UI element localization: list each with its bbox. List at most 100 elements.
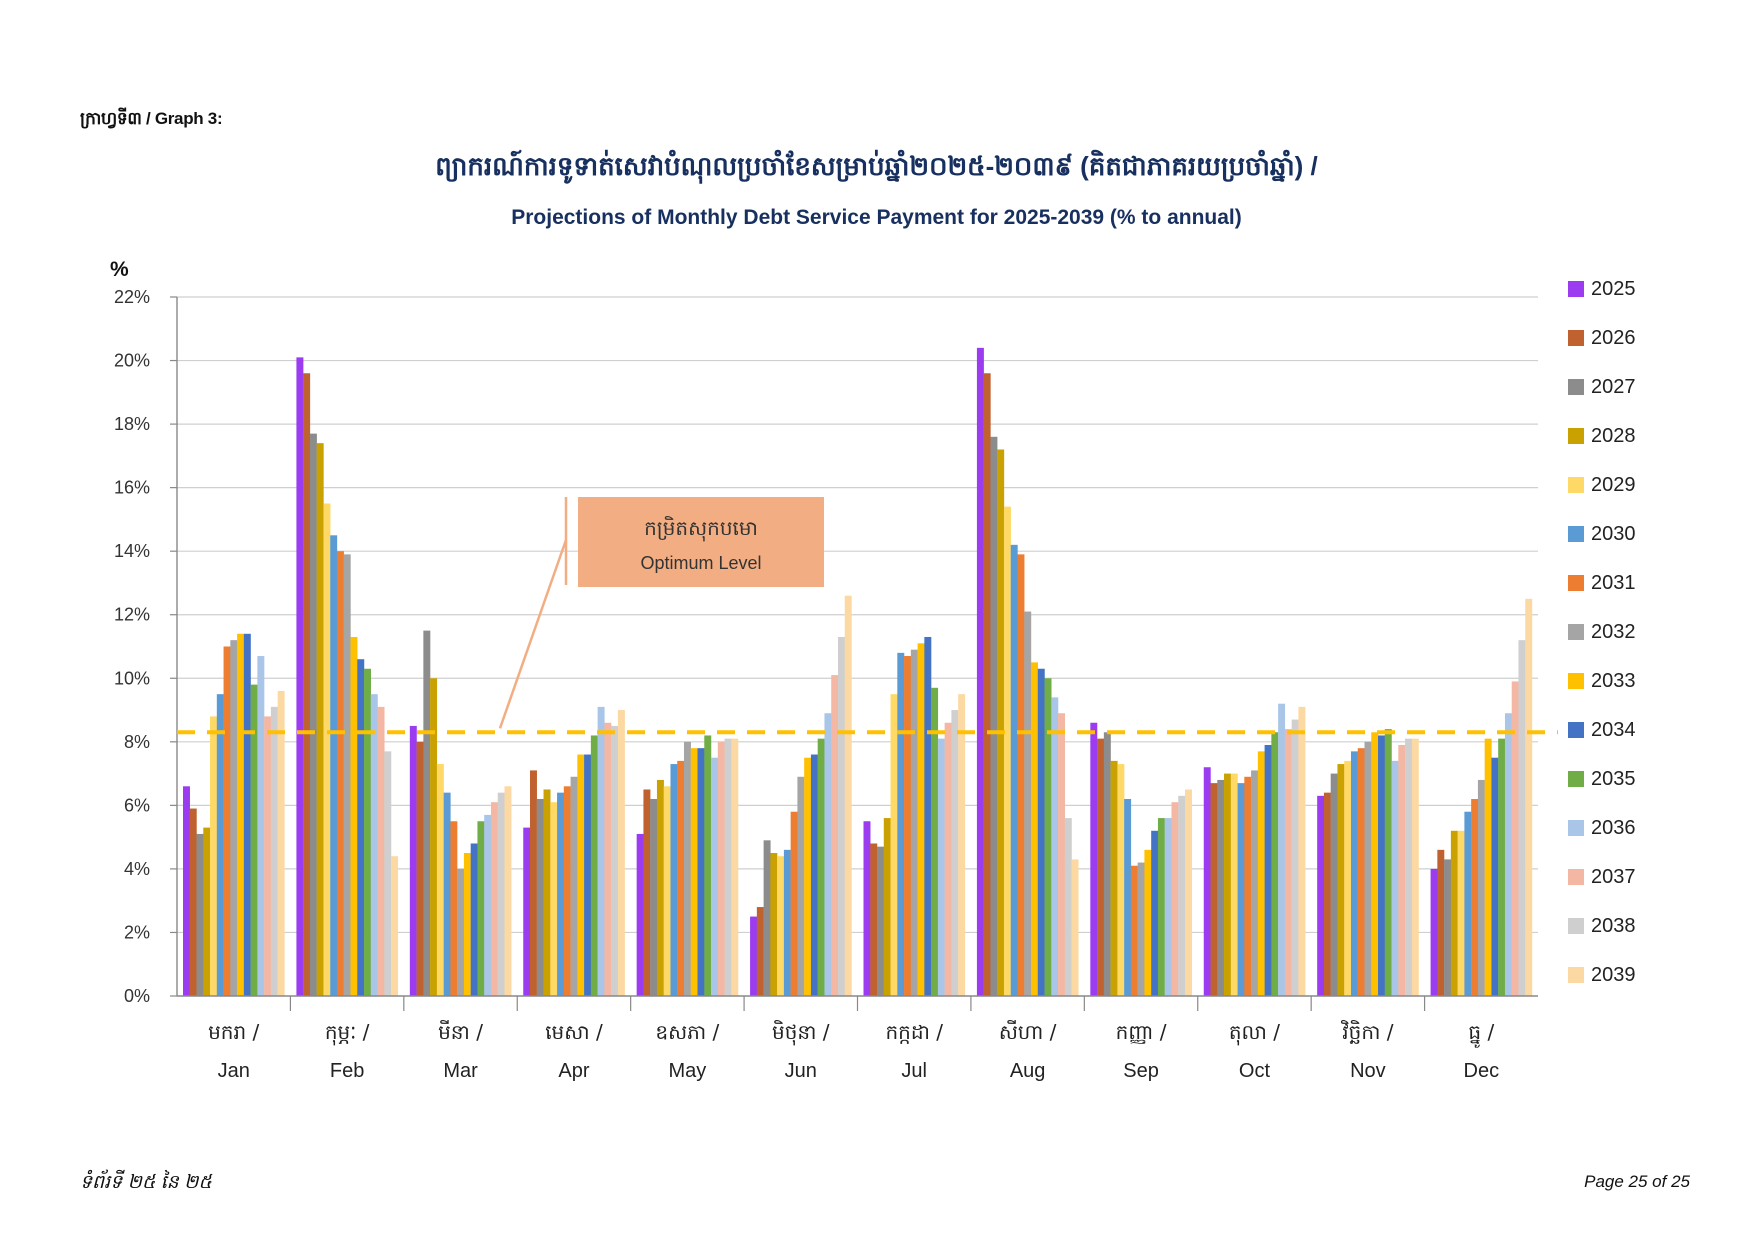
x-label-km: កុម្ភៈ /	[325, 1020, 370, 1046]
bar-2026-aug	[983, 373, 991, 996]
bar-2027-oct	[1217, 779, 1225, 996]
bar-2038-jul	[951, 710, 959, 996]
bar-2035-jun	[817, 738, 825, 996]
bar-2025-oct	[1203, 767, 1211, 996]
bar-2035-dec	[1498, 738, 1506, 996]
x-label: Jun	[785, 1060, 817, 1082]
bar-2032-aug	[1024, 611, 1032, 996]
legend-swatch	[1568, 771, 1584, 787]
legend-label: 2026	[1591, 327, 1636, 349]
bar-2033-jan	[237, 633, 245, 996]
y-tick-label: 8%	[124, 732, 150, 752]
bar-group-dec	[1430, 598, 1533, 996]
bar-2028-dec	[1450, 830, 1458, 996]
bar-2027-aug	[990, 436, 998, 996]
optimum-level	[177, 497, 1558, 735]
bar-2031-jul	[904, 656, 912, 996]
bar-2031-may	[677, 760, 685, 996]
bar-2033-nov	[1371, 732, 1379, 996]
y-tick-label: 10%	[114, 668, 150, 688]
bar-2032-may	[683, 741, 691, 996]
legend-item-2028: 2028	[1568, 425, 1636, 447]
bar-2035-apr	[590, 735, 598, 996]
bar-2034-dec	[1491, 757, 1499, 996]
legend-swatch	[1568, 722, 1584, 738]
bar-2039-jul	[958, 694, 966, 996]
x-label-km: កក្កដា /	[885, 1020, 943, 1044]
bar-2029-sep	[1117, 764, 1125, 996]
y-axis-ticks: 0% 2% 4% 6% 8% 10% 12% 14% 16% 18% 20% 22%	[114, 287, 177, 1006]
bar-2030-aug	[1010, 544, 1018, 996]
bar-2032-mar	[457, 868, 465, 996]
bar-2030-jan	[216, 694, 224, 996]
legend-label: 2035	[1591, 768, 1636, 790]
bar-2037-mar	[490, 802, 498, 996]
bar-2037-jul	[944, 722, 952, 996]
bar-2033-sep	[1144, 849, 1152, 996]
bar-2034-jun	[810, 754, 818, 996]
bar-2034-aug	[1037, 668, 1045, 996]
bar-2039-jan	[277, 690, 285, 996]
legend-swatch	[1568, 428, 1584, 444]
bar-2032-nov	[1364, 741, 1372, 996]
bar-2027-feb	[309, 433, 317, 996]
bar-2032-jan	[230, 640, 238, 996]
bar-2039-mar	[504, 786, 512, 996]
bar-2034-feb	[357, 659, 365, 996]
x-label: Sep	[1123, 1060, 1159, 1082]
bar-2029-jan	[210, 716, 217, 996]
bar-2026-jul	[870, 843, 878, 996]
x-label: Oct	[1239, 1060, 1271, 1082]
bar-2038-oct	[1291, 719, 1299, 996]
bar-2025-apr	[523, 827, 531, 996]
bar-2034-mar	[470, 843, 478, 996]
bar-2039-may	[731, 738, 739, 996]
bar-2039-oct	[1298, 706, 1306, 996]
bar-2034-jul	[924, 636, 932, 996]
legend-label: 2036	[1591, 817, 1636, 839]
bar-2038-may	[724, 738, 732, 996]
bar-2033-mar	[463, 853, 471, 996]
bar-2025-sep	[1090, 722, 1098, 996]
legend-label: 2034	[1591, 719, 1636, 741]
bar-2030-nov	[1350, 751, 1358, 996]
x-label-km: ឧសភា /	[655, 1020, 719, 1044]
bar-2030-jun	[783, 849, 791, 996]
bar-2028-oct	[1224, 773, 1231, 996]
bar-2036-mar	[484, 814, 492, 996]
bar-2030-dec	[1464, 811, 1472, 996]
bar-2032-sep	[1137, 862, 1145, 996]
bar-2034-nov	[1378, 735, 1385, 996]
bar-2035-nov	[1384, 729, 1392, 996]
x-label: Feb	[330, 1060, 364, 1082]
bar-2037-jun	[831, 675, 839, 996]
bar-2029-feb	[323, 503, 331, 996]
bar-2034-sep	[1151, 830, 1159, 996]
bar-2035-jan	[250, 684, 258, 996]
bar-2039-dec	[1525, 598, 1533, 996]
legend: 2025 2026 2027 2028 2029 2030 2031 2032 2033 2034…	[1568, 278, 1636, 986]
optimum-level-callout: កម្រិតសុកបមោ Optimum Level	[578, 497, 824, 587]
bar-2030-jul	[897, 652, 905, 996]
legend-item-2029: 2029	[1568, 474, 1636, 496]
bar-2030-sep	[1124, 799, 1132, 996]
bar-2026-apr	[530, 770, 537, 996]
legend-swatch	[1568, 918, 1584, 934]
bar-2038-nov	[1405, 738, 1413, 996]
bar-2033-oct	[1257, 751, 1265, 996]
bar-2034-jan	[243, 633, 251, 996]
x-label: Apr	[558, 1060, 589, 1082]
x-label: Nov	[1350, 1060, 1386, 1082]
legend-swatch	[1568, 673, 1584, 689]
bar-2025-jul	[863, 821, 871, 996]
bar-2035-sep	[1157, 818, 1165, 996]
bar-2028-mar	[430, 678, 438, 996]
bar-2029-mar	[436, 764, 444, 996]
bar-2037-may	[717, 741, 725, 996]
bar-group-sep	[1090, 722, 1192, 996]
x-label-km: មីនា /	[438, 1019, 483, 1044]
legend-label: 2037	[1591, 866, 1636, 888]
bar-2031-sep	[1130, 865, 1138, 996]
legend-item-2026: 2026	[1568, 327, 1636, 349]
